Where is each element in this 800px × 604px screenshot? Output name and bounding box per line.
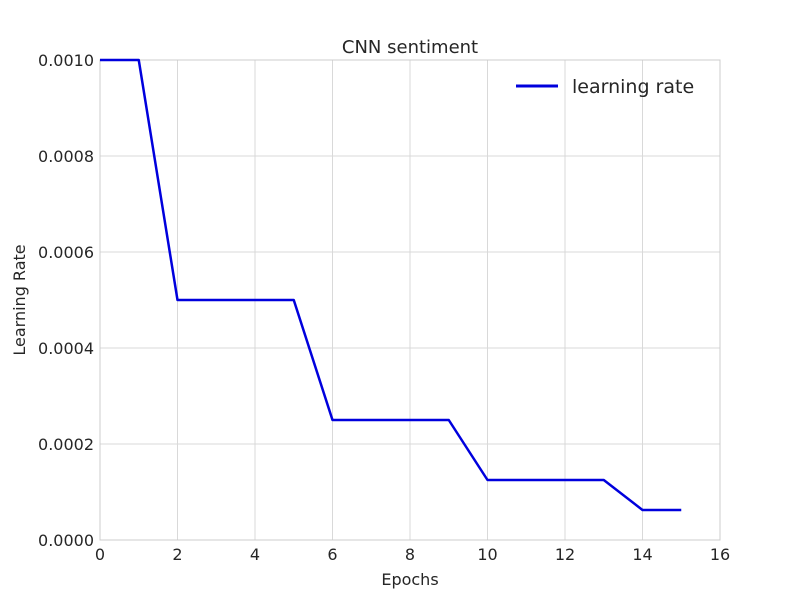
y-tick-label: 0.0010 [38, 51, 94, 70]
x-tick-label: 6 [327, 545, 337, 564]
x-tick-label: 0 [95, 545, 105, 564]
y-tick-label: 0.0004 [38, 339, 94, 358]
x-tick-label: 2 [172, 545, 182, 564]
x-axis-label: Epochs [381, 570, 438, 589]
x-tick-label: 14 [632, 545, 652, 564]
x-tick-label: 12 [555, 545, 575, 564]
x-tick-label: 8 [405, 545, 415, 564]
series-line-learning-rate [100, 58, 682, 512]
x-tick-label: 4 [250, 545, 260, 564]
plot-frame [99, 59, 721, 541]
legend: learning rate [516, 76, 694, 98]
y-tick-label: 0.0000 [38, 531, 94, 550]
y-tick-labels: 0.0000 0.0002 0.0004 0.0006 0.0008 0.0010 [38, 51, 94, 550]
x-tick-labels: 0 2 4 6 8 10 12 14 16 [95, 545, 730, 564]
y-tick-label: 0.0002 [38, 435, 94, 454]
y-tick-label: 0.0006 [38, 243, 94, 262]
legend-label: learning rate [572, 76, 694, 98]
y-axis-label: Learning Rate [10, 244, 29, 355]
chart-title: CNN sentiment [342, 37, 478, 58]
x-tick-label: 16 [710, 545, 730, 564]
x-tick-label: 10 [477, 545, 497, 564]
y-tick-label: 0.0008 [38, 147, 94, 166]
series-layer [100, 58, 682, 512]
